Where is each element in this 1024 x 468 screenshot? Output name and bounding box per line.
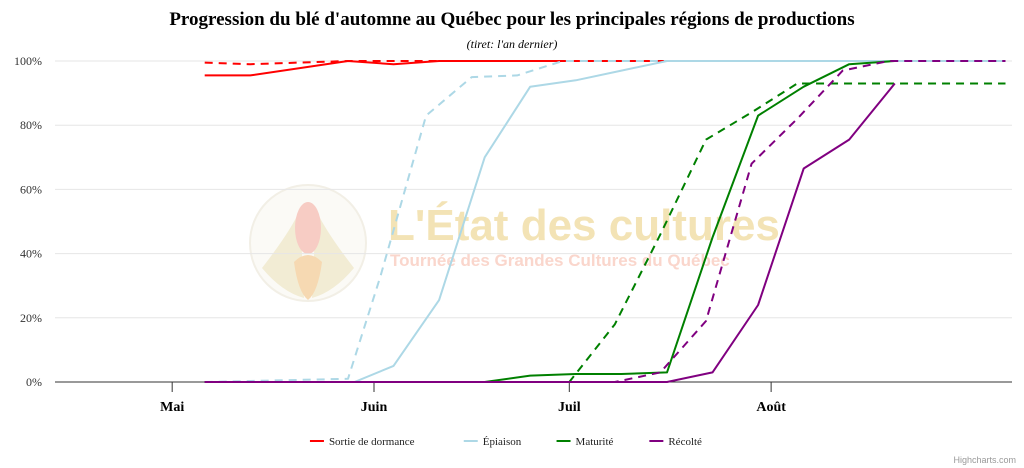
y-tick-label: 20% <box>20 311 42 325</box>
legend-label: Maturité <box>576 436 614 448</box>
legend-label: Récolté <box>668 436 702 448</box>
legend-label: Sortie de dormance <box>329 436 415 448</box>
x-tick-label: Août <box>756 400 786 415</box>
series-line-sortie-de-dormance-previous-year <box>204 60 667 66</box>
legend-item[interactable]: Récolté <box>649 436 702 448</box>
legend-item[interactable]: Épiaison <box>463 436 522 448</box>
chart-title: Progression du blé d'automne au Québec p… <box>169 9 854 30</box>
series-line-epiaison-previous-year <box>204 60 667 383</box>
legend-item[interactable]: Maturité <box>556 436 614 448</box>
series-line-recolte <box>204 82 896 383</box>
y-axis-labels: 0% 20% 40% 60% 80% 100% <box>14 54 42 389</box>
x-tick-label: Juil <box>558 400 581 415</box>
series-lines <box>204 60 1006 383</box>
legend-item[interactable]: Sortie de dormance <box>309 436 415 448</box>
x-tick-label: Juin <box>361 400 388 415</box>
credits[interactable]: Highcharts.com <box>953 455 1016 465</box>
y-tick-label: 100% <box>14 54 42 68</box>
watermark-title: L'État des cultures <box>388 200 780 250</box>
y-tick-label: 0% <box>26 375 42 389</box>
chart-subtitle: (tiret: l'an dernier) <box>467 37 558 51</box>
series-line-maturite <box>204 60 895 383</box>
series-line-epiaison <box>204 60 1006 383</box>
y-tick-label: 80% <box>20 118 42 132</box>
x-tick-label: Mai <box>160 400 184 415</box>
y-tick-label: 60% <box>20 182 42 196</box>
series-line-maturite-previous-year <box>204 82 1006 383</box>
y-tick-label: 40% <box>20 247 42 261</box>
legend-label: Épiaison <box>483 436 522 448</box>
legend: Sortie de dormance Épiaison Maturité Récolt… <box>309 436 702 448</box>
x-axis: Mai Juin Juil Août <box>160 382 786 415</box>
series-line-recolte-previous-year <box>204 60 1006 383</box>
